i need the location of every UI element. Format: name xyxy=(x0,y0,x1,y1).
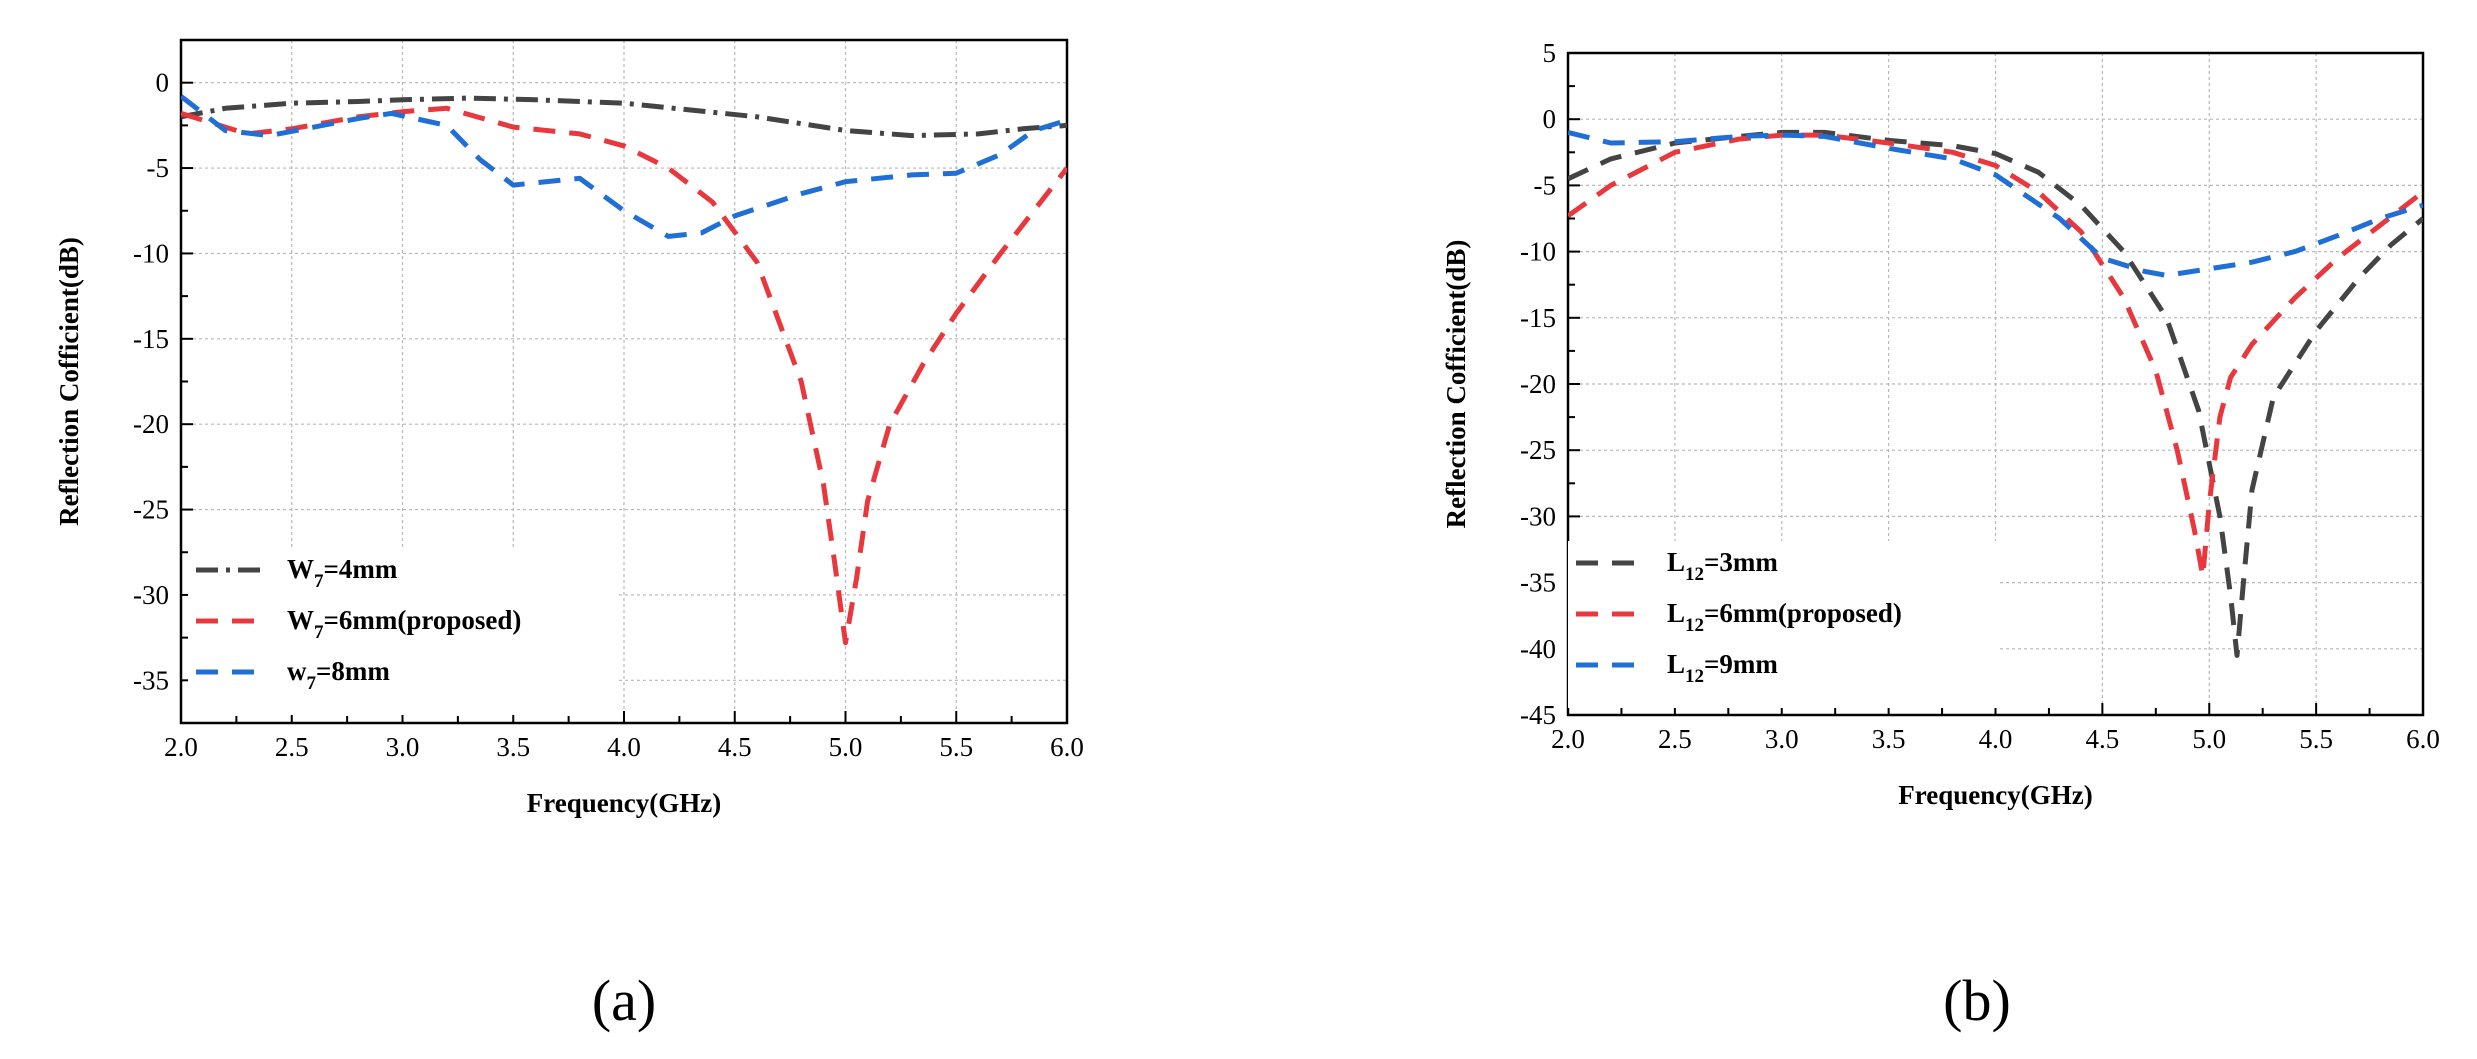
x-tick-label: 2.5 xyxy=(275,732,309,762)
y-tick-label: 0 xyxy=(1543,104,1557,134)
series-line-l12-9mm xyxy=(1568,129,2423,278)
grid xyxy=(1568,53,2423,715)
legend-label-subscript: 7 xyxy=(314,571,324,592)
x-tick-label: 5.5 xyxy=(2299,724,2333,754)
x-tick-label: 4.5 xyxy=(2086,724,2120,754)
x-axis-title: Frequency(GHz) xyxy=(527,788,721,818)
x-tick-label: 2.5 xyxy=(1658,724,1692,754)
y-tick-label: -20 xyxy=(133,409,169,439)
legend-background xyxy=(188,548,618,715)
series-line-l12-3mm xyxy=(1568,129,2423,658)
x-tick-label: 2.0 xyxy=(164,732,198,762)
legend-label: W7=6mm(proposed) xyxy=(287,605,521,643)
x-tick-label: 5.0 xyxy=(829,732,863,762)
panel-label: (b) xyxy=(1943,968,2011,1033)
legend-label-subscript: 7 xyxy=(307,673,317,694)
series-group xyxy=(1568,129,2423,658)
y-tick-label: -45 xyxy=(1520,700,1556,730)
y-tick-label: -5 xyxy=(147,153,170,183)
chart-panel-a: 2.0 2.5 3.0 3.5 4.0 4.5 5.0 5.5 6.0 0 -5 -10 -15 -20 -… xyxy=(54,38,1084,1033)
x-tick-label: 5.0 xyxy=(2192,724,2226,754)
legend-label-main: W xyxy=(287,605,314,635)
x-axis-title: Frequency(GHz) xyxy=(1898,780,2092,810)
y-tick-label: -25 xyxy=(1520,435,1556,465)
y-tick-label: -15 xyxy=(1520,303,1556,333)
y-tick-label: -35 xyxy=(1520,568,1556,598)
legend-label: L12=3mm xyxy=(1667,547,1778,585)
y-tick-label: -25 xyxy=(133,495,169,525)
y-axis-title: Reflection Cofficient(dB) xyxy=(54,237,84,526)
legend-label-main: L xyxy=(1667,547,1685,577)
legend-label-subscript: 12 xyxy=(1685,564,1704,585)
legend-label-rest: =4mm xyxy=(324,554,398,584)
y-tick-label: -35 xyxy=(133,665,169,695)
x-axis: 2.0 2.5 3.0 3.5 4.0 4.5 5.0 5.5 6.0 xyxy=(1551,703,2440,754)
legend-label: w7=8mm xyxy=(287,656,390,694)
y-tick-label: -10 xyxy=(133,238,169,268)
series-line-w7-8mm xyxy=(181,94,1067,239)
legend-label: L12=9mm xyxy=(1667,649,1778,687)
legend-label-main: w xyxy=(287,656,307,686)
legend-label-subscript: 12 xyxy=(1685,666,1704,687)
y-tick-label: 5 xyxy=(1543,38,1557,68)
legend-label-main: L xyxy=(1667,598,1685,628)
series-line-w7-4mm xyxy=(181,95,1067,139)
x-tick-label: 4.0 xyxy=(1979,724,2013,754)
legend-label-rest: =8mm xyxy=(316,656,390,686)
x-tick-label: 3.5 xyxy=(1872,724,1906,754)
legend-label-rest: =3mm xyxy=(1704,547,1778,577)
chart-panel-b: 2.0 2.5 3.0 3.5 4.0 4.5 5.0 5.5 6.0 5 0 -5 -10 -15 -20… xyxy=(1441,38,2440,1033)
legend-label-subscript: 7 xyxy=(314,622,324,643)
y-axis: 5 0 -5 -10 -15 -20 -25 -30 -35 -40 -45 xyxy=(1520,38,1580,730)
legend-label: L12=6mm(proposed) xyxy=(1667,598,1902,636)
legend-label-rest: =6mm(proposed) xyxy=(1704,598,1902,628)
series-group xyxy=(181,94,1067,646)
y-tick-label: -5 xyxy=(1534,170,1557,200)
x-tick-label: 3.0 xyxy=(1765,724,1799,754)
y-axis: 0 -5 -10 -15 -20 -25 -30 -35 xyxy=(133,68,193,695)
legend-label-subscript: 12 xyxy=(1685,615,1704,636)
x-tick-label: 4.0 xyxy=(607,732,641,762)
legend-label-main: W xyxy=(287,554,314,584)
legend-label-rest: =9mm xyxy=(1704,649,1778,679)
panel-label: (a) xyxy=(592,968,656,1033)
x-tick-label: 5.5 xyxy=(939,732,973,762)
x-tick-label: 4.5 xyxy=(718,732,752,762)
y-tick-label: -30 xyxy=(133,580,169,610)
y-tick-label: -40 xyxy=(1520,634,1556,664)
x-tick-label: 3.5 xyxy=(496,732,530,762)
x-tick-label: 6.0 xyxy=(1050,732,1084,762)
legend-label: W7=4mm xyxy=(287,554,398,592)
x-tick-label: 3.0 xyxy=(386,732,420,762)
legend-label-main: L xyxy=(1667,649,1685,679)
y-axis-title: Reflection Cofficient(dB) xyxy=(1441,240,1471,529)
x-tick-label: 2.0 xyxy=(1551,724,1585,754)
y-tick-label: -10 xyxy=(1520,237,1556,267)
series-line-l12-6mm-proposed- xyxy=(1568,132,2423,579)
y-tick-label: 0 xyxy=(156,68,170,98)
grid xyxy=(181,40,1067,723)
y-tick-label: -20 xyxy=(1520,369,1556,399)
y-tick-label: -15 xyxy=(133,324,169,354)
legend-label-rest: =6mm(proposed) xyxy=(324,605,522,635)
legend-background xyxy=(1568,541,1998,708)
y-tick-label: -30 xyxy=(1520,501,1556,531)
x-tick-label: 6.0 xyxy=(2406,724,2440,754)
x-axis: 2.0 2.5 3.0 3.5 4.0 4.5 5.0 5.5 6.0 xyxy=(164,711,1084,762)
